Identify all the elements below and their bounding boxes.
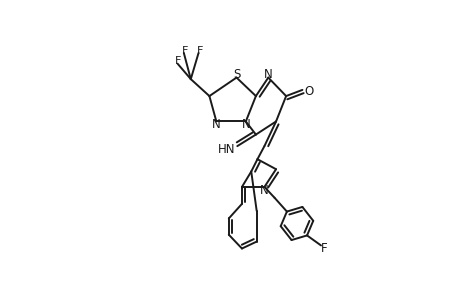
Text: HN: HN (218, 143, 235, 157)
Text: F: F (181, 46, 187, 56)
Text: N: N (212, 118, 220, 131)
Text: N: N (241, 118, 250, 131)
Text: N: N (263, 68, 272, 81)
Text: S: S (232, 68, 240, 81)
Text: F: F (320, 242, 327, 255)
Text: N: N (259, 184, 268, 196)
Text: O: O (303, 85, 313, 98)
Text: F: F (196, 46, 203, 56)
Text: F: F (174, 56, 180, 66)
